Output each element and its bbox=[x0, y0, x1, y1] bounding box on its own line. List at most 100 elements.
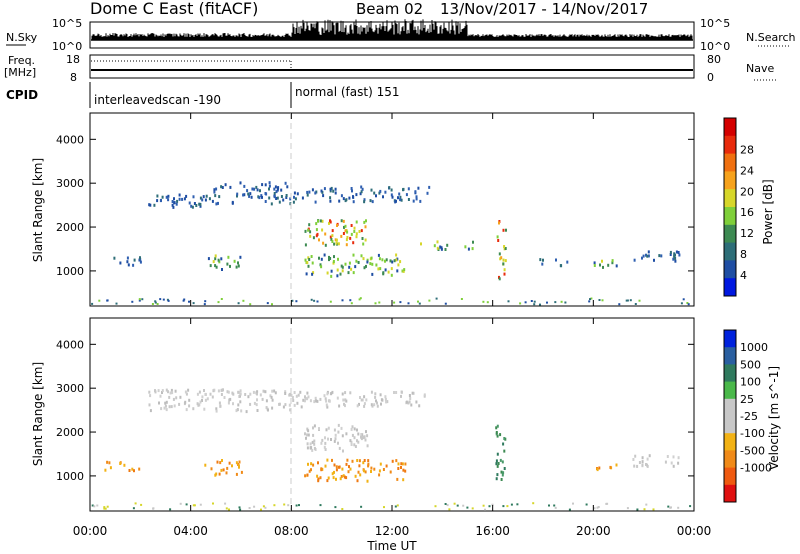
echo-cell bbox=[360, 435, 362, 439]
echo-cell bbox=[173, 197, 175, 201]
echo-cell bbox=[323, 445, 326, 449]
echo-cell bbox=[342, 474, 345, 478]
echo-cell bbox=[348, 265, 351, 269]
echo-cell bbox=[235, 461, 238, 465]
power-colorbar: 4 8 12 16 20 24 28 bbox=[723, 117, 754, 297]
echo-cell bbox=[398, 192, 401, 196]
echo-cell bbox=[366, 260, 369, 264]
echo-cell bbox=[539, 258, 542, 262]
echo-cell bbox=[339, 477, 342, 481]
echo-cell bbox=[596, 506, 599, 509]
echo-cell bbox=[328, 221, 330, 225]
echo-cell bbox=[167, 390, 169, 394]
echo-cell bbox=[209, 264, 212, 268]
echo-cell bbox=[306, 446, 309, 450]
echo-cell bbox=[220, 257, 223, 261]
echo-cell bbox=[355, 235, 358, 239]
echo-cell bbox=[341, 299, 344, 302]
echo-cell bbox=[396, 269, 399, 273]
echo-cell bbox=[309, 234, 312, 238]
echo-cell bbox=[340, 426, 343, 430]
echo-cell bbox=[328, 258, 330, 262]
echo-cell bbox=[159, 298, 162, 301]
echo-cell bbox=[343, 225, 345, 229]
echo-cell bbox=[324, 397, 327, 401]
echo-cell bbox=[312, 236, 315, 240]
echo-cell bbox=[379, 393, 382, 397]
echo-cell bbox=[306, 427, 309, 431]
echo-cell bbox=[126, 256, 129, 260]
echo-cell bbox=[329, 187, 332, 191]
echo-cell bbox=[235, 409, 238, 413]
echo-cell bbox=[435, 297, 438, 300]
echo-cell bbox=[163, 406, 166, 410]
echo-cell bbox=[486, 301, 489, 304]
echo-cell bbox=[351, 459, 354, 463]
echo-cell bbox=[417, 186, 420, 190]
echo-cell bbox=[289, 197, 292, 201]
echo-cell bbox=[386, 400, 389, 404]
echo-cell bbox=[271, 389, 274, 393]
echo-cell bbox=[149, 203, 152, 207]
echo-cell bbox=[407, 302, 410, 305]
echo-cell bbox=[352, 200, 355, 204]
echo-cell bbox=[354, 265, 357, 269]
echo-cell bbox=[350, 427, 353, 431]
echo-cell bbox=[270, 395, 273, 399]
echo-cell bbox=[359, 396, 361, 399]
echo-cell bbox=[329, 219, 331, 223]
echo-cell bbox=[293, 191, 296, 195]
echo-cell bbox=[678, 253, 681, 257]
echo-cell bbox=[363, 198, 366, 202]
echo-cell bbox=[337, 430, 340, 434]
echo-cell bbox=[249, 402, 252, 406]
echo-cell bbox=[350, 302, 353, 305]
echo-cell bbox=[227, 255, 230, 259]
echo-cell bbox=[363, 435, 366, 439]
echo-cell bbox=[385, 400, 388, 404]
echo-cell bbox=[149, 409, 152, 413]
echo-cell bbox=[316, 232, 319, 236]
echo-cell bbox=[645, 253, 647, 257]
echo-cell bbox=[352, 271, 355, 275]
echo-cell bbox=[275, 197, 278, 200]
echo-cell bbox=[339, 272, 342, 276]
echo-cell bbox=[356, 428, 358, 432]
echo-cell bbox=[400, 390, 403, 394]
echo-cell bbox=[378, 473, 381, 477]
echo-cell bbox=[418, 404, 421, 408]
echo-cell bbox=[321, 219, 324, 223]
echo-cell bbox=[408, 394, 411, 397]
colorbar-swatch bbox=[724, 347, 736, 365]
echo-cell bbox=[402, 187, 405, 191]
echo-cell bbox=[296, 192, 299, 196]
echo-cell bbox=[387, 270, 390, 274]
x-tick-label: 00:00 bbox=[677, 524, 712, 538]
echo-cell bbox=[171, 391, 174, 395]
echo-cell bbox=[340, 264, 343, 268]
echo-cell bbox=[204, 463, 207, 467]
echo-cell bbox=[178, 197, 181, 201]
echo-cell bbox=[395, 459, 398, 463]
echo-cell bbox=[363, 395, 366, 399]
echo-cell bbox=[205, 194, 208, 198]
echo-cell bbox=[385, 258, 388, 262]
echo-cell bbox=[154, 300, 157, 303]
echo-cell bbox=[310, 462, 313, 466]
echo-cell bbox=[358, 464, 361, 468]
echo-cell bbox=[351, 433, 354, 437]
echo-cell bbox=[224, 502, 227, 505]
echo-cell bbox=[133, 469, 135, 473]
echo-cell bbox=[182, 299, 185, 302]
x-tick-label: 16:00 bbox=[475, 524, 510, 538]
echo-cell bbox=[345, 198, 348, 202]
echo-cell bbox=[160, 407, 163, 411]
echo-cell bbox=[408, 400, 411, 404]
echo-cell bbox=[249, 392, 252, 396]
echo-cell bbox=[153, 203, 156, 207]
echo-cell bbox=[495, 426, 498, 430]
echo-cell bbox=[172, 205, 175, 209]
echo-cell bbox=[307, 433, 310, 437]
echo-cell bbox=[629, 299, 632, 302]
y-tick-label: 3000 bbox=[56, 177, 84, 190]
